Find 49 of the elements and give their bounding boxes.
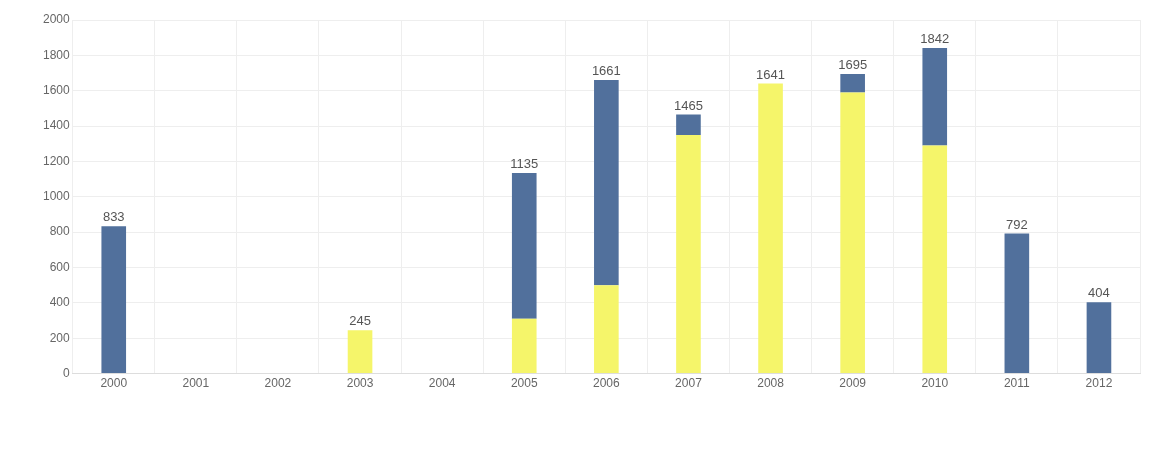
bar: [676, 134, 701, 374]
total-label: 1661: [591, 63, 621, 79]
x-tick-label: 2009: [839, 376, 867, 391]
total-label: 1842: [920, 31, 950, 47]
bar: [594, 285, 619, 374]
bar: [676, 114, 701, 135]
bar: [594, 79, 619, 286]
x-tick-label: 2012: [1085, 376, 1113, 391]
bar: [922, 47, 948, 146]
bar: [1004, 233, 1030, 374]
x-tick-label: 2003: [346, 376, 374, 391]
x-tick-label: 2007: [675, 376, 703, 391]
bar: [840, 92, 865, 374]
y-tick-label: 1200: [42, 153, 71, 168]
total-label: 245: [349, 313, 371, 329]
total-label: 404: [1088, 285, 1110, 301]
total-label: 792: [1006, 216, 1028, 232]
total-label: 1465: [673, 97, 703, 113]
y-tick-label: 600: [49, 259, 71, 274]
x-tick-label: 2006: [593, 376, 621, 391]
y-tick-label: 1600: [42, 83, 71, 98]
y-tick-label: 200: [49, 330, 71, 345]
bar: [101, 226, 127, 374]
total-label: 833: [102, 209, 125, 225]
bar: [922, 145, 948, 374]
total-label: 1695: [838, 57, 868, 72]
x-tick-label: 2002: [264, 376, 292, 391]
x-tick-label: 2010: [921, 376, 949, 391]
x-tick-label: 2011: [1003, 376, 1031, 391]
x-tick-label: 2001: [182, 376, 210, 391]
bar: [840, 73, 865, 93]
y-tick-label: 800: [49, 224, 71, 239]
x-tick-label: 2000: [100, 376, 128, 391]
y-tick-label: 1400: [42, 118, 71, 133]
y-tick-label: 1000: [42, 189, 71, 204]
x-tick-label: 2008: [757, 376, 785, 391]
y-tick-label: 400: [49, 295, 71, 310]
bar: [758, 83, 783, 374]
y-tick-label: 1800: [42, 47, 71, 62]
bar: [347, 330, 373, 374]
bar: [1086, 302, 1112, 374]
bar: [511, 172, 537, 319]
total-label: 1641: [756, 66, 786, 82]
y-tick-label: 0: [63, 365, 71, 380]
x-tick-label: 2005: [510, 376, 538, 391]
y-tick-label: 2000: [42, 12, 71, 27]
total-label: 1135: [510, 156, 539, 172]
bar: [511, 318, 537, 374]
x-tick-label: 2004: [428, 376, 456, 391]
